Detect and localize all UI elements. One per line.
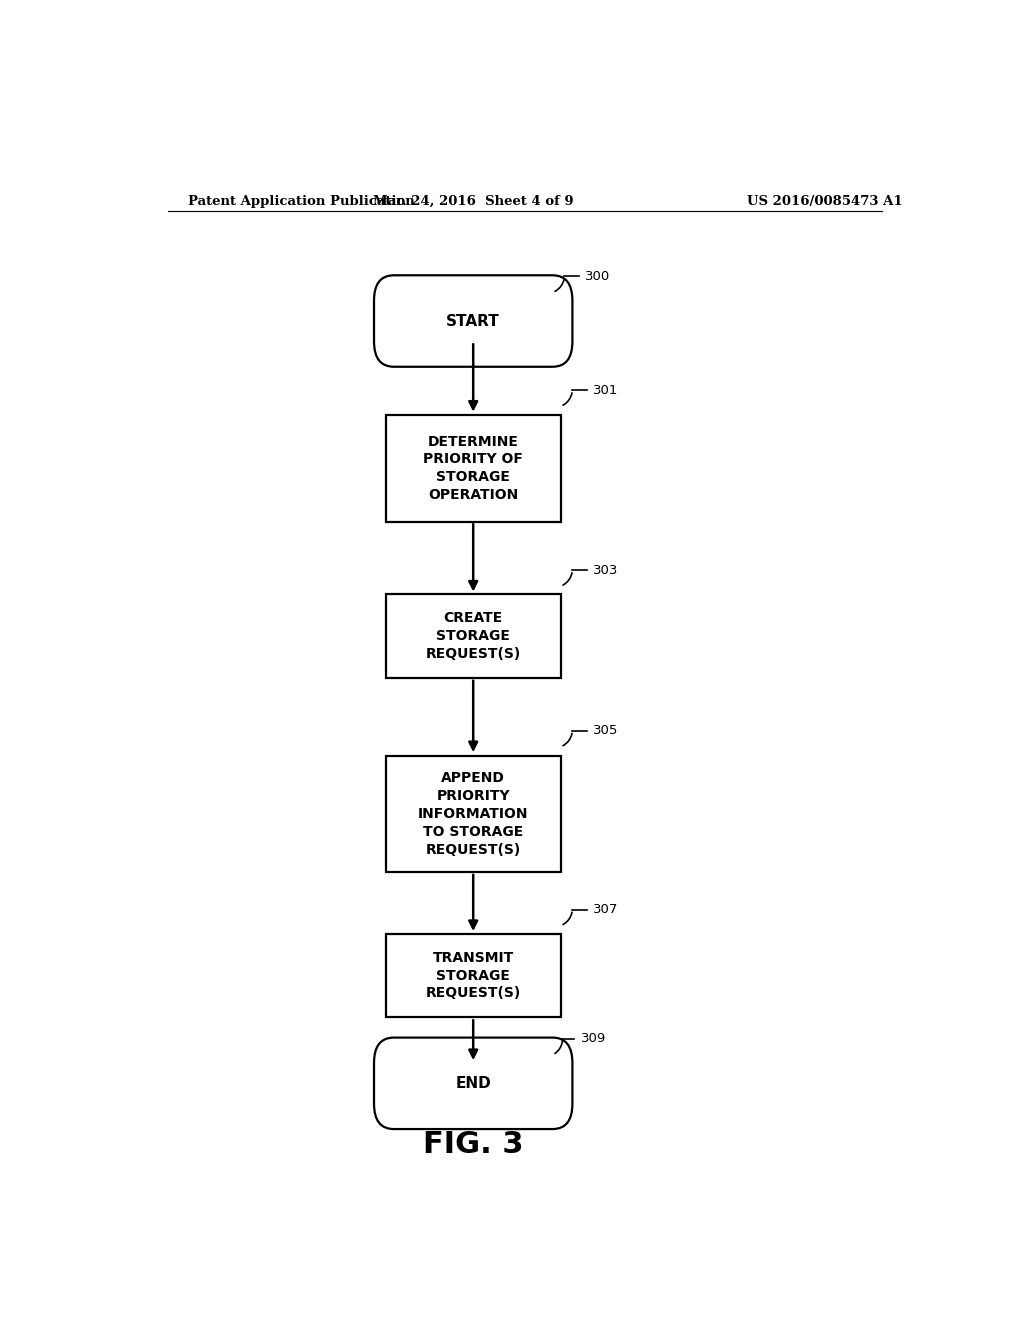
Text: 303: 303 [593,564,618,577]
Text: 309: 309 [581,1032,606,1045]
Text: DETERMINE
PRIORITY OF
STORAGE
OPERATION: DETERMINE PRIORITY OF STORAGE OPERATION [423,434,523,502]
Text: START: START [446,314,500,329]
FancyBboxPatch shape [386,755,560,873]
Text: Patent Application Publication: Patent Application Publication [187,194,415,207]
Text: CREATE
STORAGE
REQUEST(S): CREATE STORAGE REQUEST(S) [426,611,521,661]
Text: 300: 300 [585,269,610,282]
FancyBboxPatch shape [374,1038,572,1129]
Text: 301: 301 [593,384,618,396]
Text: 307: 307 [593,903,618,916]
FancyBboxPatch shape [374,276,572,367]
Text: END: END [456,1076,492,1090]
FancyBboxPatch shape [386,594,560,677]
Text: Mar. 24, 2016  Sheet 4 of 9: Mar. 24, 2016 Sheet 4 of 9 [373,194,573,207]
Text: TRANSMIT
STORAGE
REQUEST(S): TRANSMIT STORAGE REQUEST(S) [426,950,521,1001]
Text: APPEND
PRIORITY
INFORMATION
TO STORAGE
REQUEST(S): APPEND PRIORITY INFORMATION TO STORAGE R… [418,771,528,857]
FancyBboxPatch shape [386,935,560,1018]
Text: 305: 305 [593,725,618,737]
Text: FIG. 3: FIG. 3 [423,1130,523,1159]
Text: US 2016/0085473 A1: US 2016/0085473 A1 [748,194,902,207]
FancyBboxPatch shape [386,414,560,521]
